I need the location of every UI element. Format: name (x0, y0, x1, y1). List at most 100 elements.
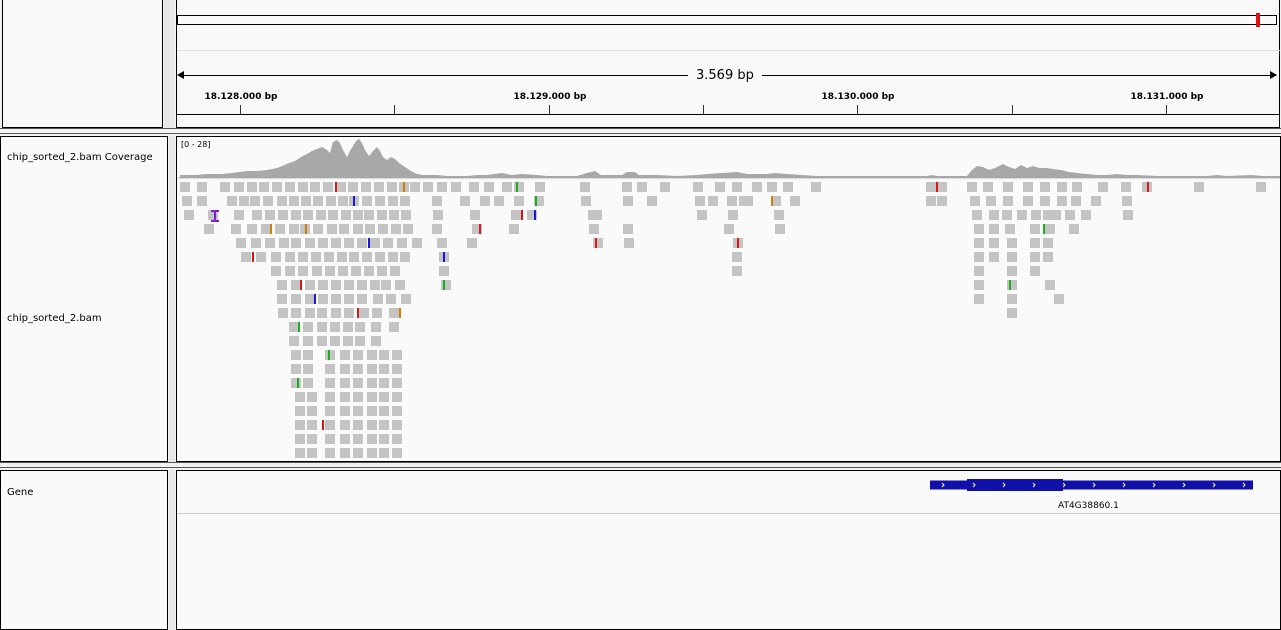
aligned-read[interactable] (259, 182, 269, 192)
aligned-read[interactable] (377, 266, 387, 276)
aligned-read[interactable] (697, 210, 707, 220)
aligned-read[interactable] (732, 252, 742, 262)
aligned-read[interactable] (291, 378, 301, 388)
aligned-read[interactable] (989, 210, 999, 220)
aligned-read[interactable] (316, 210, 326, 220)
aligned-read[interactable] (330, 336, 340, 346)
aligned-read[interactable] (509, 224, 519, 234)
aligned-read[interactable] (1023, 182, 1033, 192)
aligned-read[interactable] (502, 182, 512, 192)
aligned-read[interactable] (370, 280, 380, 290)
aligned-read[interactable] (340, 420, 350, 430)
aligned-read[interactable] (1030, 224, 1040, 234)
aligned-read[interactable] (727, 196, 737, 206)
aligned-read[interactable] (325, 406, 335, 416)
aligned-read[interactable] (1017, 210, 1027, 220)
aligned-read[interactable] (275, 224, 285, 234)
aligned-read[interactable] (362, 196, 372, 206)
aligned-read[interactable] (743, 196, 753, 206)
aligned-read[interactable] (381, 280, 391, 290)
aligned-read[interactable] (1002, 210, 1012, 220)
aligned-read[interactable] (364, 266, 374, 276)
gene-feature[interactable] (925, 476, 1260, 496)
aligned-read[interactable] (344, 308, 354, 318)
aligned-read[interactable] (1040, 196, 1050, 206)
aligned-read[interactable] (373, 294, 383, 304)
insertion-marker-icon[interactable] (211, 210, 219, 222)
aligned-read[interactable] (291, 294, 301, 304)
aligned-read[interactable] (303, 378, 313, 388)
aligned-read[interactable] (401, 294, 411, 304)
aligned-read[interactable] (325, 266, 335, 276)
aligned-read[interactable] (295, 392, 305, 402)
aligned-read[interactable] (234, 182, 244, 192)
aligned-read[interactable] (1007, 280, 1017, 290)
aligned-read[interactable] (367, 350, 377, 360)
aligned-read[interactable] (967, 182, 977, 192)
aligned-read[interactable] (351, 266, 361, 276)
aligned-read[interactable] (220, 182, 230, 192)
aligned-read[interactable] (1123, 210, 1133, 220)
aligned-read[interactable] (303, 322, 313, 332)
aligned-read[interactable] (724, 224, 734, 234)
aligned-read[interactable] (263, 196, 273, 206)
aligned-read[interactable] (261, 224, 271, 234)
aligned-read[interactable] (325, 420, 335, 430)
aligned-read[interactable] (1256, 182, 1266, 192)
aligned-read[interactable] (317, 308, 327, 318)
aligned-read[interactable] (389, 308, 399, 318)
aligned-read[interactable] (388, 196, 398, 206)
aligned-read[interactable] (484, 182, 494, 192)
aligned-read[interactable] (989, 238, 999, 248)
aligned-read[interactable] (1072, 182, 1082, 192)
aligned-read[interactable] (1043, 210, 1053, 220)
aligned-read[interactable] (330, 322, 340, 332)
aligned-read[interactable] (367, 448, 377, 458)
aligned-read[interactable] (392, 392, 402, 402)
aligned-read[interactable] (693, 182, 703, 192)
aligned-read[interactable] (660, 182, 670, 192)
aligned-read[interactable] (472, 224, 482, 234)
aligned-read[interactable] (1023, 196, 1033, 206)
aligned-read[interactable] (339, 224, 349, 234)
aligned-read[interactable] (1007, 238, 1017, 248)
aligned-read[interactable] (511, 210, 521, 220)
aligned-read[interactable] (312, 266, 322, 276)
aligned-read[interactable] (1045, 224, 1055, 234)
aligned-read[interactable] (295, 420, 305, 430)
aligned-read[interactable] (379, 406, 389, 416)
aligned-read[interactable] (926, 182, 936, 192)
aligned-read[interactable] (357, 280, 367, 290)
aligned-read[interactable] (1007, 294, 1017, 304)
aligned-read[interactable] (647, 196, 657, 206)
aligned-read[interactable] (1007, 266, 1017, 276)
aligned-read[interactable] (371, 322, 381, 332)
aligned-read[interactable] (343, 336, 353, 346)
aligned-read[interactable] (340, 378, 350, 388)
aligned-read[interactable] (305, 294, 315, 304)
aligned-read[interactable] (367, 378, 377, 388)
aligned-read[interactable] (325, 392, 335, 402)
aligned-read[interactable] (1121, 182, 1131, 192)
aligned-read[interactable] (974, 238, 984, 248)
aligned-read[interactable] (986, 196, 996, 206)
aligned-read[interactable] (331, 280, 341, 290)
aligned-read[interactable] (423, 182, 433, 192)
aligned-read[interactable] (367, 364, 377, 374)
aligned-read[interactable] (1043, 238, 1053, 248)
aligned-read[interactable] (728, 210, 738, 220)
aligned-read[interactable] (1007, 308, 1017, 318)
aligned-read[interactable] (752, 182, 762, 192)
aligned-read[interactable] (1051, 210, 1061, 220)
aligned-read[interactable] (470, 210, 480, 220)
aligned-read[interactable] (374, 182, 384, 192)
aligned-read[interactable] (534, 196, 544, 206)
aligned-read[interactable] (1065, 210, 1075, 220)
aligned-read[interactable] (301, 196, 311, 206)
aligned-read[interactable] (412, 238, 422, 248)
aligned-read[interactable] (313, 224, 323, 234)
aligned-read[interactable] (289, 224, 299, 234)
aligned-read[interactable] (1057, 182, 1067, 192)
aligned-read[interactable] (395, 280, 405, 290)
aligned-read[interactable] (289, 336, 299, 346)
